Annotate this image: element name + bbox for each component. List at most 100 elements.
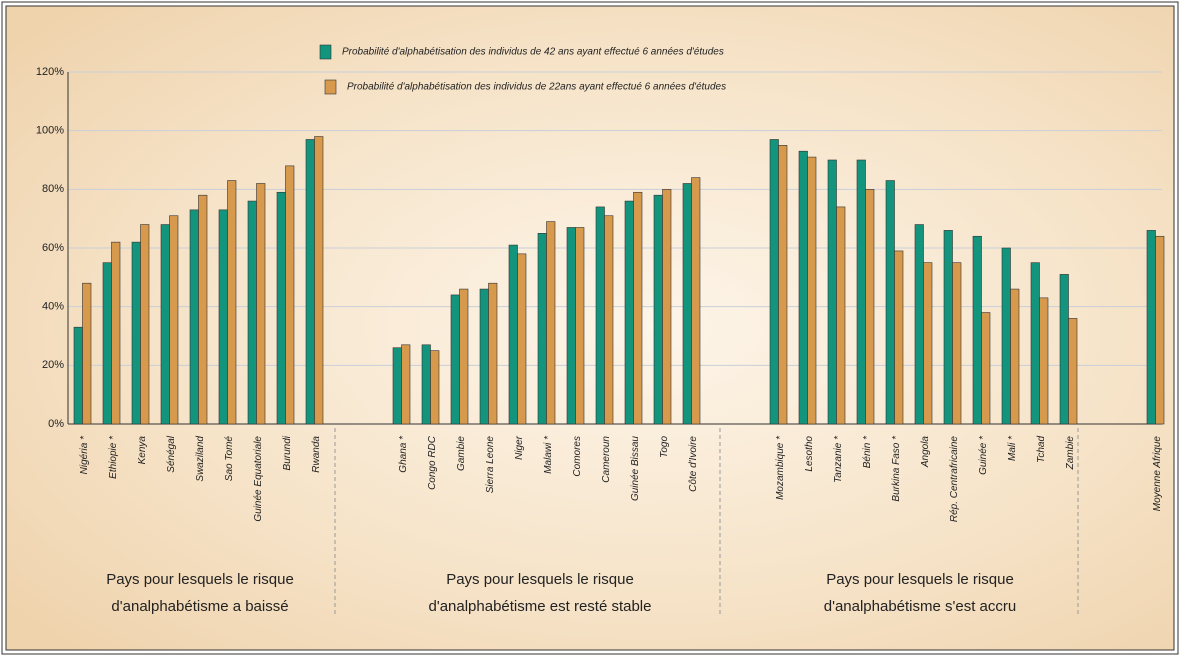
bar xyxy=(1146,230,1156,425)
x-tick-label: Tchad xyxy=(1036,436,1047,463)
y-tick-label: 120% xyxy=(36,66,64,78)
y-tick-label: 100% xyxy=(36,125,64,137)
x-tick-label: Swaziland xyxy=(195,436,206,482)
x-tick-label: Bénin * xyxy=(862,435,873,468)
x-tick-label: Comores xyxy=(572,436,583,477)
bar xyxy=(1039,297,1049,425)
bar xyxy=(952,262,962,425)
bar xyxy=(517,253,527,425)
bar xyxy=(256,183,266,425)
bar xyxy=(189,209,199,425)
bar xyxy=(595,206,605,425)
bar xyxy=(836,206,846,425)
legend-swatch xyxy=(319,44,332,60)
bar xyxy=(546,221,556,425)
x-tick-label: Congo RDC xyxy=(427,435,438,490)
bar xyxy=(633,191,643,425)
bar xyxy=(624,200,634,425)
bar xyxy=(537,233,547,425)
bar xyxy=(1030,262,1040,425)
bar xyxy=(653,194,663,425)
y-tick-label: 0% xyxy=(48,418,64,430)
x-tick-label: Cameroun xyxy=(601,436,612,483)
bar xyxy=(392,347,402,425)
x-tick-label: Côte d'Ivoire xyxy=(688,436,699,492)
x-tick-label: Malawi * xyxy=(543,435,554,474)
y-tick-label: 20% xyxy=(42,359,64,371)
x-tick-label: Ethiopie * xyxy=(108,435,119,479)
legend-label: Probabilité d'alphabétisation des indivi… xyxy=(342,47,724,58)
bar xyxy=(198,194,208,425)
bar xyxy=(972,235,982,425)
bar xyxy=(82,282,92,425)
chart-bg xyxy=(5,5,1175,651)
legend-swatch xyxy=(324,79,337,95)
bar xyxy=(682,183,692,425)
bar xyxy=(401,344,411,425)
x-tick-label: Niger xyxy=(514,435,525,460)
x-tick-label: Sierra Leone xyxy=(485,436,496,494)
bar xyxy=(488,282,498,425)
bar xyxy=(778,145,788,425)
bar xyxy=(885,180,895,425)
bar xyxy=(865,189,875,425)
group-label: Pays pour lesquels le risque xyxy=(106,571,294,588)
x-tick-label: Zambie xyxy=(1065,436,1076,471)
x-tick-label: Togo xyxy=(659,436,670,458)
bar xyxy=(314,136,324,425)
bar xyxy=(102,262,112,425)
bar xyxy=(1155,235,1165,425)
x-tick-label: Mozambique * xyxy=(775,435,786,500)
x-tick-label: Burkina Faso * xyxy=(891,435,902,502)
group-label: d'analphabétisme s'est accru xyxy=(824,598,1017,615)
x-tick-label: Angola xyxy=(920,436,931,469)
x-tick-label: Tanzanie * xyxy=(833,435,844,483)
bar xyxy=(305,139,315,425)
y-tick-label: 60% xyxy=(42,242,64,254)
bar xyxy=(575,227,585,425)
bar xyxy=(111,241,121,425)
bar xyxy=(662,189,672,425)
x-tick-label: Burundi xyxy=(282,435,293,470)
bar xyxy=(827,159,837,425)
bar xyxy=(479,288,489,425)
bar xyxy=(923,262,933,425)
y-tick-label: 40% xyxy=(42,301,64,313)
bar xyxy=(430,350,440,425)
bar xyxy=(943,230,953,425)
bar xyxy=(798,150,808,425)
bar xyxy=(450,294,460,425)
x-tick-label: Rwanda xyxy=(311,436,322,473)
bar xyxy=(807,156,817,425)
group-label: d'analphabétisme est resté stable xyxy=(428,598,651,615)
x-tick-label: Gambie xyxy=(456,436,467,471)
x-tick-label: Guinée * xyxy=(978,435,989,475)
bar xyxy=(604,215,614,425)
bar xyxy=(131,241,141,425)
bar xyxy=(459,288,469,425)
x-tick-label: Lesotho xyxy=(804,436,815,472)
x-tick-label: Sao Tomé xyxy=(224,436,235,482)
group-label: d'analphabétisme a baissé xyxy=(111,598,288,615)
bar xyxy=(160,224,170,425)
bar xyxy=(856,159,866,425)
bar xyxy=(914,224,924,425)
bar xyxy=(1059,274,1069,425)
bar xyxy=(227,180,237,425)
x-tick-label: Mali * xyxy=(1007,435,1018,461)
x-tick-label: Nigéria * xyxy=(79,435,90,474)
x-tick-label: Kenya xyxy=(137,436,148,465)
bar xyxy=(285,165,295,425)
x-tick-label: Ghana * xyxy=(398,435,409,473)
x-tick-label: Guinée Bissau xyxy=(630,436,641,501)
bar xyxy=(691,177,701,425)
bar xyxy=(981,312,991,425)
bar xyxy=(276,191,286,425)
bar xyxy=(73,326,83,425)
bar xyxy=(169,215,179,425)
bar xyxy=(508,244,518,425)
legend-label: Probabilité d'alphabétisation des indivi… xyxy=(347,82,726,93)
